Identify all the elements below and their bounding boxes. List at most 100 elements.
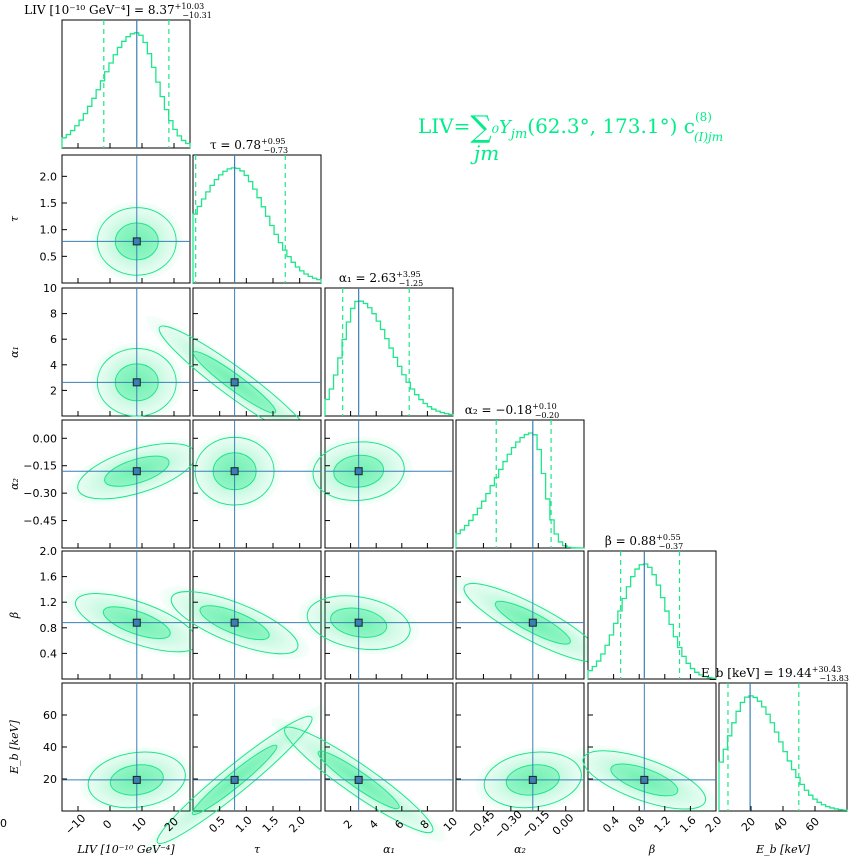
panel-Eb-LIV bbox=[61, 682, 195, 813]
x-axis-label-alpha1: α₁ bbox=[383, 843, 395, 856]
y-axis-label-alpha2: α₂ bbox=[8, 478, 21, 490]
panel-title-tau: τ = 0.78+0.95 −0.73 bbox=[210, 137, 288, 155]
contour-outer bbox=[306, 595, 411, 651]
x-tick-label: 2 bbox=[341, 817, 355, 831]
x-tick-label: 40 bbox=[771, 815, 790, 834]
panel-title-alpha1: α₁ = 2.63+3.95 −1.25 bbox=[339, 270, 423, 288]
panel-alpha1-tau bbox=[145, 287, 324, 449]
x-tick-label: 20 bbox=[739, 815, 758, 834]
y-tick-label: 0.8 bbox=[40, 622, 58, 635]
y-tick-label: 2 bbox=[50, 384, 57, 397]
y-tick-label: 6 bbox=[50, 333, 57, 346]
histogram-LIV bbox=[61, 32, 191, 148]
y-tick-label: 2.0 bbox=[40, 170, 58, 183]
median-marker bbox=[132, 775, 141, 784]
panel-alpha1-LIV bbox=[61, 287, 191, 423]
y-tick-label: 1.5 bbox=[40, 197, 58, 210]
x-axis-label-tau: τ bbox=[254, 843, 261, 856]
x-tick-label: 1.5 bbox=[260, 814, 282, 836]
formula-annotation: LIV=∑₀Yjm(62.3°, 173.1°) c(8) (I)jm jm bbox=[418, 110, 723, 165]
y-tick-label: 8 bbox=[50, 308, 57, 321]
y-tick-label: 0.5 bbox=[40, 250, 58, 263]
x-tick-label: −0.30 bbox=[492, 808, 525, 841]
median-marker bbox=[132, 467, 141, 476]
panel-Eb-alpha2 bbox=[455, 682, 591, 813]
x-axis-label-alpha2: α₂ bbox=[514, 843, 526, 856]
median-marker bbox=[132, 237, 141, 246]
x-axis-label-LIV: LIV [10⁻¹⁰ GeV⁻⁴] bbox=[76, 843, 175, 856]
panel-beta-alpha2 bbox=[451, 550, 615, 680]
x-axis-label-beta: β bbox=[648, 843, 655, 856]
y-tick-label: 1.6 bbox=[40, 571, 58, 584]
formula-sum: ∑ bbox=[470, 110, 492, 145]
contour-outer bbox=[312, 441, 405, 502]
panel-alpha2-alpha1 bbox=[304, 419, 454, 549]
histogram-alpha1 bbox=[324, 300, 454, 416]
panel-tau-tau: τ = 0.78+0.95 −0.73 bbox=[192, 137, 322, 284]
contour-outer bbox=[156, 715, 313, 845]
x-tick-label: 0.8 bbox=[626, 814, 648, 836]
y-tick-label: 40 bbox=[43, 741, 57, 754]
histogram-beta bbox=[587, 563, 717, 679]
y-tick-label: 60 bbox=[43, 709, 57, 722]
y-tick-label: 1.0 bbox=[40, 224, 58, 237]
median-marker bbox=[132, 618, 141, 627]
y-tick-label: 4 bbox=[50, 359, 57, 372]
histogram-Eb bbox=[718, 695, 848, 811]
y-tick-label: 80 bbox=[43, 0, 57, 3]
x-tick-label: −10 bbox=[63, 812, 89, 838]
x-tick-label: 0.4 bbox=[600, 814, 622, 836]
panel-beta-alpha1 bbox=[297, 550, 454, 680]
panel-title-beta: β = 0.88+0.55 −0.37 bbox=[605, 533, 683, 551]
histogram-tau bbox=[192, 167, 322, 283]
x-tick-label: 1.2 bbox=[652, 814, 674, 836]
y-tick-label: 1.2 bbox=[40, 596, 58, 609]
x-tick-label: 1.6 bbox=[677, 814, 699, 836]
formula-c-sup: (8) bbox=[695, 110, 712, 124]
panel-Eb-alpha1 bbox=[270, 682, 454, 843]
formula-body-sub: jm bbox=[508, 127, 527, 142]
panel-Eb-tau bbox=[143, 682, 327, 856]
histogram-alpha2 bbox=[455, 432, 585, 549]
y-axis-label-tau: τ bbox=[8, 215, 21, 222]
y-tick-label: 10 bbox=[43, 282, 57, 295]
panel-title-alpha2: α₂ = −0.18+0.10 −0.20 bbox=[465, 402, 559, 420]
median-marker bbox=[132, 378, 141, 387]
panel-beta-LIV bbox=[61, 550, 210, 680]
formula-sum-sub: jm bbox=[470, 141, 499, 165]
panel-frame bbox=[324, 287, 454, 417]
median-marker bbox=[230, 467, 239, 476]
median-marker bbox=[354, 775, 363, 784]
median-marker bbox=[230, 618, 239, 627]
panel-alpha2-LIV bbox=[61, 419, 207, 549]
formula-args: (62.3°, 173.1°) c bbox=[527, 114, 695, 138]
x-tick-label: 4 bbox=[367, 817, 381, 831]
x-axis-label-Eb: E_b [keV] bbox=[755, 843, 810, 856]
panel-tau-LIV bbox=[61, 154, 191, 284]
x-tick-label: 2.0 bbox=[286, 814, 308, 836]
median-marker bbox=[640, 775, 649, 784]
x-tick-label: −0.45 bbox=[464, 808, 497, 841]
panel-alpha2-tau bbox=[188, 419, 322, 549]
x-tick-label: 0.00 bbox=[550, 811, 577, 838]
y-axis-label-beta: β bbox=[8, 612, 21, 619]
panel-alpha2-alpha2: α₂ = −0.18+0.10 −0.20 bbox=[455, 402, 585, 549]
x-tick-label: 2.0 bbox=[703, 814, 725, 836]
x-tick-label: 10 bbox=[441, 815, 460, 834]
median-marker bbox=[354, 618, 363, 627]
contour-outer bbox=[483, 751, 582, 809]
median-marker bbox=[354, 467, 363, 476]
y-axis-label-Eb: E_b [keV] bbox=[8, 719, 21, 774]
y-tick-label: 0.00 bbox=[33, 432, 58, 445]
y-tick-label: 0.4 bbox=[40, 647, 58, 660]
panel-Eb-beta bbox=[571, 682, 717, 815]
panel-LIV-LIV: LIV [10⁻¹⁰ GeV⁻⁴] = 8.37+10.03 −10.31 bbox=[24, 2, 212, 149]
y-tick-label: 2.0 bbox=[40, 545, 58, 558]
y-tick-label: 20 bbox=[43, 773, 57, 786]
svg-text:LIV=∑₀Yjm(62.3°, 173.1°) c(8)(: LIV=∑₀Yjm(62.3°, 173.1°) c(8) (I)jm bbox=[418, 110, 723, 145]
formula-c-sub: (I)jm bbox=[694, 130, 723, 144]
panel-beta-beta: β = 0.88+0.55 −0.37 bbox=[587, 533, 717, 680]
panel-frame bbox=[192, 154, 322, 284]
y-tick-label: −0.45 bbox=[23, 515, 57, 528]
